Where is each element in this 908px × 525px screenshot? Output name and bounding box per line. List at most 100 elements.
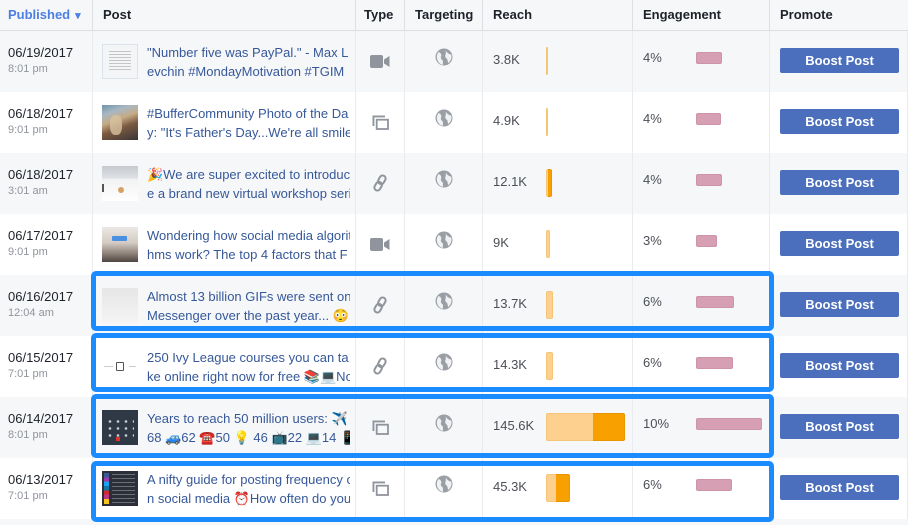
type-cell [356, 214, 405, 275]
post-thumbnail[interactable] [102, 44, 138, 79]
reach-bar-organic [546, 108, 548, 136]
globe-icon [405, 292, 482, 310]
promote-cell: Boost Post [770, 31, 908, 92]
column-header-type[interactable]: Type [356, 0, 405, 30]
boost-post-button[interactable]: Boost Post [780, 414, 899, 439]
post-thumbnail[interactable] [102, 105, 138, 140]
photo-album-icon [356, 113, 404, 131]
table-row-partial [0, 519, 908, 525]
reach-bar [546, 230, 550, 258]
reach-bar-organic [546, 47, 548, 75]
reach-bar [546, 108, 548, 136]
post-text-line-1: 250 Ivy League courses you can ta [147, 350, 349, 365]
post-cell: 250 Ivy League courses you can ta ke onl… [93, 336, 356, 397]
post-link[interactable]: Years to reach 50 million users: ✈️ 68 🚙… [147, 409, 350, 447]
engagement-value: 6% [643, 477, 662, 492]
engagement-value: 10% [643, 416, 670, 431]
engagement-bar [696, 52, 722, 64]
published-cell: 06/19/2017 8:01 pm [0, 31, 93, 92]
publish-time: 7:01 pm [8, 490, 48, 502]
publish-date: 06/17/2017 [8, 228, 74, 243]
post-cell: #BufferCommunity Photo of the Da y: "It'… [93, 92, 356, 153]
table-header: Published ▾ Post Type Targeting Reach Eng… [0, 0, 908, 31]
engagement-value: 3% [643, 233, 662, 248]
reach-value: 145.6K [493, 418, 535, 433]
published-cell: 06/16/2017 12:04 am [0, 275, 93, 336]
reach-cell: 4.9K [483, 92, 633, 153]
targeting-cell [405, 458, 483, 519]
boost-post-button[interactable]: Boost Post [780, 170, 899, 195]
engagement-bar [696, 479, 732, 491]
engagement-cell: 3% [633, 214, 770, 275]
post-thumbnail[interactable] [102, 166, 138, 201]
reach-bar [546, 169, 552, 197]
post-text-line-1: Almost 13 billion GIFs were sent on [147, 289, 350, 304]
post-text-line-2: ke online right now for free 📚💻No [147, 369, 350, 384]
boost-post-button[interactable]: Boost Post [780, 475, 899, 500]
post-link[interactable]: 🎉We are super excited to introduc e a br… [147, 165, 350, 203]
promote-cell: Boost Post [770, 458, 908, 519]
globe-icon [405, 48, 482, 66]
post-link[interactable]: A nifty guide for posting frequency o n … [147, 470, 350, 508]
type-cell [356, 275, 405, 336]
targeting-cell [405, 397, 483, 458]
boost-post-button[interactable]: Boost Post [780, 292, 899, 317]
column-header-engagement[interactable]: Engagement [633, 0, 770, 30]
post-thumbnail[interactable] [102, 410, 138, 445]
reach-bar-paid [556, 474, 570, 502]
table-row: 06/15/2017 7:01 pm 250 Ivy League course… [0, 333, 908, 397]
post-link[interactable]: Wondering how social media algorit hms w… [147, 226, 350, 264]
video-camera-icon [356, 235, 404, 253]
reach-bar-organic [546, 230, 550, 258]
reach-bar-organic [546, 169, 548, 197]
post-cell: 🎉We are super excited to introduc e a br… [93, 153, 356, 214]
boost-post-button[interactable]: Boost Post [780, 109, 899, 134]
globe-icon [405, 231, 482, 249]
promote-cell: Boost Post [770, 275, 908, 336]
post-link[interactable]: Almost 13 billion GIFs were sent on Mess… [147, 287, 350, 325]
sort-caret-down-icon[interactable]: ▾ [75, 10, 81, 22]
reach-bar-organic [546, 291, 553, 319]
reach-bar-paid [548, 169, 552, 197]
post-thumbnail[interactable] [102, 349, 138, 384]
post-link[interactable]: 250 Ivy League courses you can ta ke onl… [147, 348, 350, 386]
boost-post-button[interactable]: Boost Post [780, 231, 899, 256]
boost-post-button[interactable]: Boost Post [780, 48, 899, 73]
reach-bar [546, 47, 548, 75]
column-header-reach[interactable]: Reach [483, 0, 633, 30]
post-text-line-1: #BufferCommunity Photo of the Da [147, 106, 349, 121]
publish-time: 8:01 pm [8, 63, 48, 75]
column-header-published[interactable]: Published ▾ [0, 0, 93, 30]
boost-post-button[interactable]: Boost Post [780, 353, 899, 378]
post-thumbnail[interactable] [102, 227, 138, 262]
reach-bar-organic [546, 352, 553, 380]
video-camera-icon [356, 52, 404, 70]
globe-icon [405, 353, 482, 371]
post-thumbnail[interactable] [102, 471, 138, 506]
globe-icon [405, 414, 482, 432]
publish-time: 7:01 pm [8, 368, 48, 380]
post-link[interactable]: #BufferCommunity Photo of the Da y: "It'… [147, 104, 350, 142]
engagement-cell: 6% [633, 336, 770, 397]
engagement-value: 6% [643, 355, 662, 370]
reach-value: 13.7K [493, 296, 527, 311]
table-row: 06/18/2017 9:01 pm #BufferCommunity Phot… [0, 92, 908, 153]
reach-value: 9K [493, 235, 509, 250]
publish-time: 9:01 pm [8, 246, 48, 258]
type-cell [356, 92, 405, 153]
post-text-line-2: evchin #MondayMotivation #TGIM [147, 64, 345, 79]
post-text-line-2: Messenger over the past year... 😳 [147, 308, 349, 323]
promote-cell: Boost Post [770, 336, 908, 397]
engagement-cell: 6% [633, 458, 770, 519]
reach-bar [546, 413, 625, 441]
reach-value: 3.8K [493, 52, 520, 67]
reach-bar-paid [593, 413, 625, 441]
post-thumbnail[interactable] [102, 288, 138, 323]
published-cell: 06/15/2017 7:01 pm [0, 336, 93, 397]
column-header-targeting[interactable]: Targeting [405, 0, 483, 30]
post-link[interactable]: "Number five was PayPal." - Max L evchin… [147, 43, 350, 81]
column-header-promote: Promote [780, 7, 833, 22]
publish-date: 06/18/2017 [8, 167, 74, 182]
published-cell: 06/18/2017 3:01 am [0, 153, 93, 214]
